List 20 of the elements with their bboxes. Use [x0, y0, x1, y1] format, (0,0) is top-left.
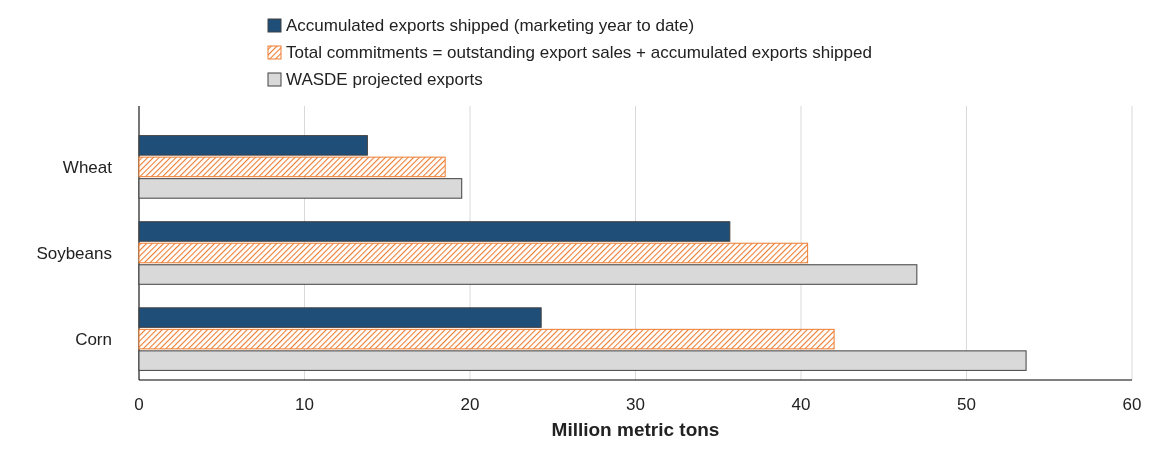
x-tick-label: 0 [134, 395, 144, 414]
x-tick-label: 60 [1122, 395, 1142, 414]
bar [138, 221, 731, 242]
bar [138, 156, 446, 178]
x-tick-label: 10 [295, 395, 314, 414]
y-tick-label: Wheat [62, 157, 113, 177]
x-axis-title: Million metric tons [551, 419, 720, 440]
bar [138, 328, 835, 350]
y-tick-label: Soybeans [36, 244, 112, 263]
bar [138, 307, 542, 328]
y-tick-label: Corn [75, 330, 112, 350]
bar [138, 135, 368, 156]
legend-label: WASDE projected exports [286, 70, 483, 89]
legend-label: Accumulated exports shipped (marketing year to date) [286, 16, 695, 35]
legend-label: Total commitments = outstanding export sales + accumulated exports shipped [286, 43, 872, 62]
x-tick-label: 20 [460, 395, 480, 414]
x-tick-label: 50 [957, 395, 976, 414]
bar [138, 242, 809, 264]
x-tick-label: 30 [626, 395, 645, 414]
x-tick-label: 40 [791, 395, 811, 414]
